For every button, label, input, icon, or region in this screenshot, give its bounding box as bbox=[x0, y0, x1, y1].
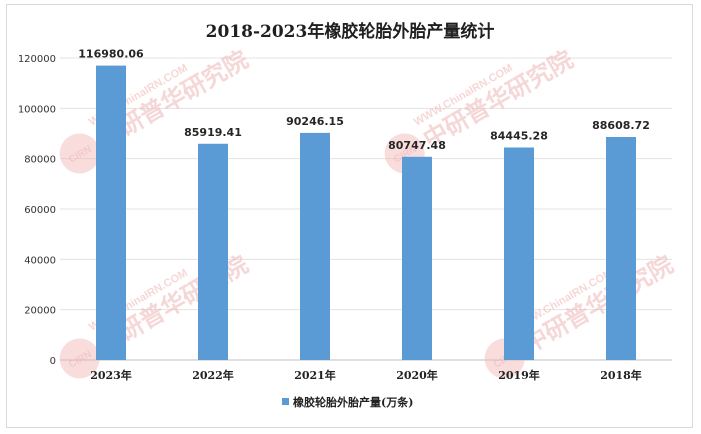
y-tick-label: 60000 bbox=[24, 205, 56, 216]
data-label: 116980.06 bbox=[78, 48, 144, 61]
x-tick-label: 2022年 bbox=[192, 368, 234, 382]
x-tick-label: 2020年 bbox=[396, 368, 438, 382]
x-tick-label: 2021年 bbox=[294, 368, 336, 382]
bar-layer bbox=[96, 65, 636, 360]
bar bbox=[504, 147, 534, 360]
y-tick-label: 100000 bbox=[18, 104, 56, 115]
watermark-logo-circle bbox=[59, 338, 100, 379]
label-layer: 116980.06 2023年 85919.41 2022年 90246.15 2021年… bbox=[78, 48, 650, 382]
y-tick-label: 80000 bbox=[24, 155, 56, 166]
bar bbox=[198, 143, 228, 360]
grid-layer: 0 20000 40000 60000 80000 100000 120000 bbox=[18, 54, 672, 367]
x-tick-label: 2023年 bbox=[90, 368, 132, 382]
data-label: 84445.28 bbox=[490, 129, 548, 142]
x-tick-label: 2019年 bbox=[498, 368, 540, 382]
legend-series-label: 橡胶轮胎外胎产量(万条) bbox=[293, 395, 413, 409]
y-tick-label: 40000 bbox=[24, 255, 56, 266]
x-tick-label: 2018年 bbox=[600, 368, 642, 382]
data-label: 80747.48 bbox=[388, 139, 446, 152]
data-label: 85919.41 bbox=[184, 126, 242, 139]
bar bbox=[300, 132, 330, 360]
bar bbox=[402, 156, 432, 360]
legend: 橡胶轮胎外胎产量(万条) bbox=[282, 395, 413, 409]
data-label: 88608.72 bbox=[592, 119, 650, 132]
y-tick-label: 20000 bbox=[24, 306, 56, 317]
y-tick-label: 120000 bbox=[18, 54, 56, 65]
watermark-layer: CIRNWWW.ChinaIRN.COM中研普华研究院CIRNWWW.China… bbox=[59, 45, 678, 379]
bar bbox=[96, 65, 126, 360]
legend-swatch bbox=[282, 398, 289, 405]
y-tick-label: 0 bbox=[50, 356, 56, 367]
bar bbox=[606, 137, 636, 360]
chart-title: 2018-2023年橡胶轮胎外胎产量统计 bbox=[206, 21, 495, 42]
data-label: 90246.15 bbox=[286, 115, 344, 128]
watermark-logo-circle bbox=[59, 133, 100, 174]
